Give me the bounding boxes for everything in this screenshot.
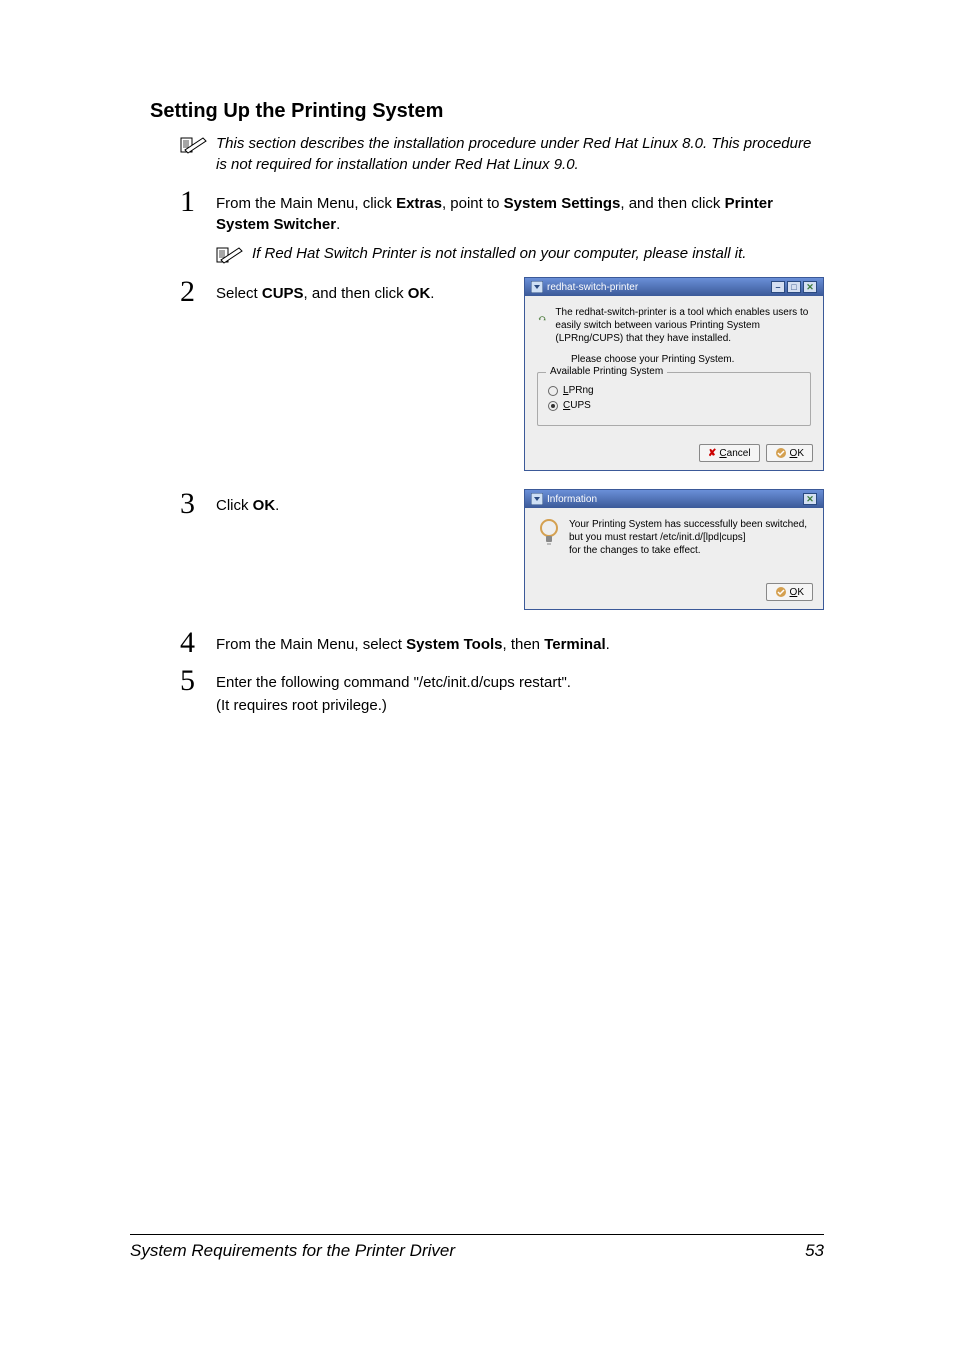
ok-icon	[775, 447, 787, 459]
printing-system-fieldset: Available Printing System LPRng CUPS	[537, 372, 811, 426]
dialog-titlebar: Information ✕	[525, 490, 823, 508]
step-text: From the Main Menu, select	[216, 636, 406, 653]
step-subtext: (It requires root privilege.)	[216, 695, 824, 716]
step-text: From the Main Menu, click	[216, 195, 396, 212]
dialog-body: The redhat-switch-printer is a tool whic…	[525, 296, 823, 436]
cancel-x-icon: ✘	[708, 448, 716, 459]
content-area: Setting Up the Printing System This sect…	[180, 100, 824, 716]
step-text: , and then click	[304, 285, 408, 302]
note-block-1: This section describes the installation …	[180, 133, 824, 175]
radio-cups[interactable]: CUPS	[548, 400, 800, 411]
ok-button[interactable]: OK	[766, 444, 813, 462]
page-footer: System Requirements for the Printer Driv…	[130, 1234, 824, 1261]
information-dialog: Information ✕	[524, 489, 824, 610]
radio-label: LPRng	[563, 385, 594, 396]
info-line: for the changes to take effect.	[569, 544, 807, 557]
page-number: 53	[805, 1241, 824, 1261]
note-icon	[180, 135, 210, 155]
maximize-button[interactable]: □	[787, 281, 801, 293]
dialog-button-row: ✘ Cancel OK	[525, 436, 823, 470]
section-heading: Setting Up the Printing System	[150, 100, 824, 123]
step-2: 2 Select CUPS, and then click OK.	[180, 277, 504, 307]
note-text-2: If Red Hat Switch Printer is not install…	[252, 243, 746, 264]
step-bold: Extras	[396, 195, 442, 212]
dropdown-icon	[531, 493, 543, 505]
step-text: Select	[216, 285, 262, 302]
dialog-titlebar: redhat-switch-printer – □ ✕	[525, 278, 823, 296]
document-page: Setting Up the Printing System This sect…	[0, 0, 954, 1351]
step-text: , and then click	[620, 195, 724, 212]
step-body: From the Main Menu, select System Tools,…	[216, 628, 824, 655]
step-bold: CUPS	[262, 285, 304, 302]
dialog-info-text: The redhat-switch-printer is a tool whic…	[555, 306, 811, 345]
step-3-row: 3 Click OK. Information ✕	[180, 489, 824, 610]
step-text: , then	[503, 636, 545, 653]
step-bold: OK	[253, 497, 276, 514]
dialog-choose-text: Please choose your Printing System.	[571, 353, 811, 366]
dialog-info-text: Your Printing System has successfully be…	[569, 518, 807, 557]
screenshot-dialog-2: Information ✕	[524, 489, 824, 610]
button-label: OK	[790, 587, 804, 598]
step-body: From the Main Menu, click Extras, point …	[216, 187, 824, 235]
step-number: 2	[180, 277, 206, 307]
step-1: 1 From the Main Menu, click Extras, poin…	[180, 187, 824, 235]
step-bold: System Settings	[504, 195, 621, 212]
dialog-title-text: redhat-switch-printer	[547, 282, 638, 293]
button-label: OK	[790, 448, 804, 459]
step-text: Enter the following command "/etc/init.d…	[216, 674, 571, 691]
step-body: Click OK.	[216, 489, 504, 516]
step-body: Enter the following command "/etc/init.d…	[216, 666, 824, 716]
step-body: Select CUPS, and then click OK.	[216, 277, 504, 304]
step-text: .	[336, 216, 340, 233]
footer-text: System Requirements for the Printer Driv…	[130, 1241, 455, 1261]
step-text: .	[430, 285, 434, 302]
close-button[interactable]: ✕	[803, 281, 817, 293]
dropdown-icon	[531, 281, 543, 293]
step-text: .	[275, 497, 279, 514]
step-number: 4	[180, 628, 206, 658]
cancel-button[interactable]: ✘ Cancel	[699, 444, 760, 462]
button-label: Cancel	[719, 448, 750, 459]
minimize-button[interactable]: –	[771, 281, 785, 293]
ok-icon	[775, 586, 787, 598]
step-number: 5	[180, 666, 206, 696]
step-5: 5 Enter the following command "/etc/init…	[180, 666, 824, 716]
radio-lprng[interactable]: LPRng	[548, 385, 800, 396]
redhat-switch-printer-dialog: redhat-switch-printer – □ ✕	[524, 277, 824, 471]
fieldset-legend: Available Printing System	[546, 366, 667, 377]
info-line: but you must restart /etc/init.d/[lpd|cu…	[569, 531, 807, 544]
step-bold: Terminal	[544, 636, 605, 653]
dialog-body: Your Printing System has successfully be…	[525, 508, 823, 575]
info-bulb-icon	[537, 518, 561, 548]
switch-icon	[537, 306, 547, 332]
radio-label: CUPS	[563, 400, 591, 411]
note-text-1: This section describes the installation …	[216, 133, 824, 175]
dialog-title-text: Information	[547, 494, 597, 505]
step-text: .	[606, 636, 610, 653]
screenshot-dialog-1: redhat-switch-printer – □ ✕	[524, 277, 824, 471]
step-number: 3	[180, 489, 206, 519]
info-line: Your Printing System has successfully be…	[569, 518, 807, 531]
radio-icon	[548, 401, 558, 411]
step-bold: OK	[408, 285, 431, 302]
close-button[interactable]: ✕	[803, 493, 817, 505]
step-2-row: 2 Select CUPS, and then click OK. redhat…	[180, 277, 824, 471]
step-4: 4 From the Main Menu, select System Tool…	[180, 628, 824, 658]
dialog-button-row: OK	[525, 575, 823, 609]
step-3: 3 Click OK.	[180, 489, 504, 519]
step-text: Click	[216, 497, 253, 514]
ok-button[interactable]: OK	[766, 583, 813, 601]
step-text: , point to	[442, 195, 504, 212]
note-icon	[216, 245, 246, 265]
note-block-2: If Red Hat Switch Printer is not install…	[216, 243, 824, 265]
step-bold: System Tools	[406, 636, 502, 653]
radio-icon	[548, 386, 558, 396]
step-number: 1	[180, 187, 206, 217]
